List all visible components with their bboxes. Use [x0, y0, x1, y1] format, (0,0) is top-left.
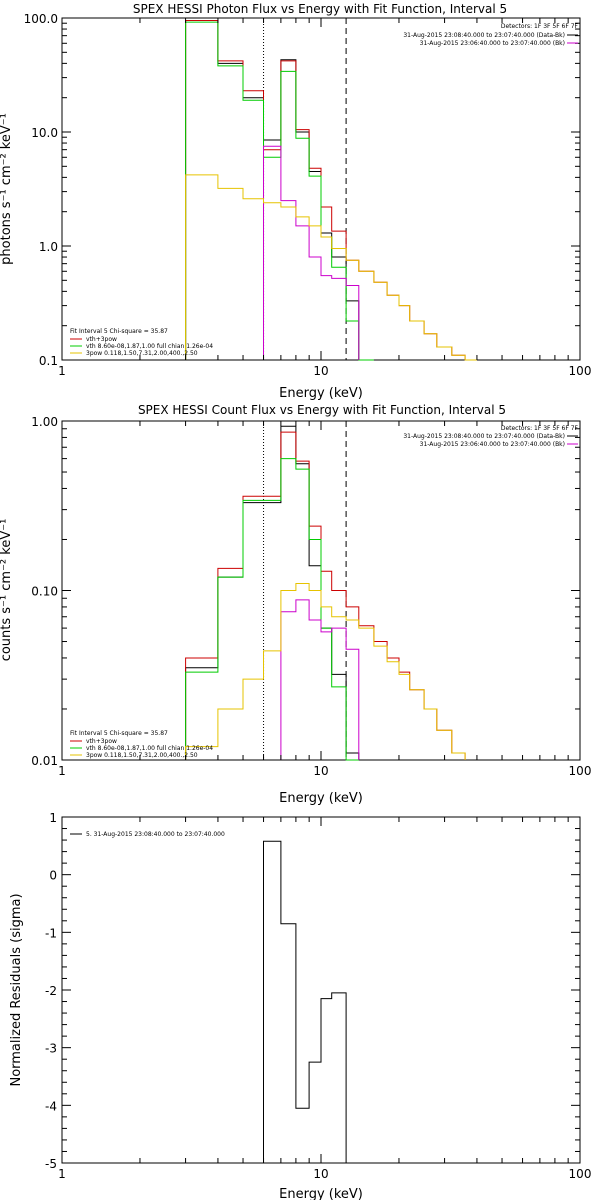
photon-flux-series-vth-3pow-line: [185, 20, 477, 361]
count-flux-series: [185, 421, 466, 761]
photon-flux-axes: 1 10 100 0.1 1.0 10.0 100.0: [24, 12, 592, 378]
residuals-series: [263, 840, 347, 1163]
residuals-series-5-31-aug-2015-23-08-40-0-line: [263, 840, 347, 1163]
count-flux-series-thermal-component: [280, 599, 360, 760]
photon-flux-series: [185, 18, 477, 361]
count-flux-fit-info: Fit Interval 5 Chi-square = 35.87: [70, 730, 168, 737]
count-flux-series-data: [185, 425, 360, 760]
count-flux-series-vth-3pow-line: [185, 431, 466, 760]
residuals-y-tick-label: 0: [49, 869, 57, 883]
photon-flux-time-range-data: 31-Aug-2015 23:08:40.000 to 23:07:40.000…: [403, 32, 565, 39]
photon-flux-series-3pow-0-118-1-50-7-31-2-0-line: [185, 174, 477, 361]
photon-flux-y-tick-label: 10.0: [31, 126, 58, 140]
count-flux-y-tick-label: 0.01: [31, 754, 58, 768]
residuals-x-tick-label: 1: [58, 1167, 66, 1181]
count-flux-x-tick-label: 1: [58, 764, 66, 778]
count-flux-series-vth-8-60e-08-1-87-1-00-f: [185, 458, 359, 761]
photon-flux-detectors: Detectors: 1F 3F 5F 6F 7F: [501, 23, 579, 30]
photon-flux-time-range-bk: 31-Aug-2015 23:06:40.000 to 23:07:40.000…: [420, 40, 565, 47]
residuals-y-tick-label: -2: [45, 984, 57, 998]
photon-flux-x-label: Energy (keV): [279, 386, 363, 401]
count-flux-panel: SPEX HESSI Count Flux vs Energy with Fit…: [0, 403, 591, 806]
count-flux-legend-vth: vth 8.60e-08,1.87,1.00 full chian 1.26e-…: [86, 745, 213, 752]
residuals-x-label: Energy (keV): [279, 1187, 363, 1200]
residuals-panel: 1 10 100 -5 -4 -3 -2 -1 0 1 Energy (keV) Normaliz…: [9, 811, 591, 1200]
residuals-x-tick-label: 100: [569, 1167, 592, 1181]
photon-flux-x-tick-label: 1: [58, 364, 66, 378]
count-flux-series-data-line: [185, 425, 360, 760]
photon-flux-title: SPEX HESSI Photon Flux vs Energy with Fi…: [133, 2, 507, 16]
count-flux-series-3pow-0-118-1-50-7-31-2-0-line: [185, 583, 466, 760]
residuals-y-tick-label: -4: [45, 1099, 57, 1113]
residuals-y-tick-label: 1: [49, 811, 57, 825]
residuals-x-tick-label: 10: [313, 1167, 328, 1181]
photon-flux-legend-total: vth+3pow: [86, 336, 117, 343]
photon-flux-legend-vth: vth 8.60e-08,1.87,1.00 full chian 1.26e-…: [86, 343, 213, 350]
residuals-y-label: Normalized Residuals (sigma): [9, 893, 24, 1086]
photon-flux-series-vth-3pow: [185, 20, 477, 361]
count-flux-y-label: counts s⁻¹ cm⁻² keV⁻¹: [0, 519, 14, 662]
residuals-y-tick-label: -3: [45, 1042, 57, 1056]
count-flux-x-tick-label: 10: [313, 764, 328, 778]
residuals-y-tick-label: -5: [45, 1157, 57, 1171]
photon-flux-series-thermal-component: [263, 145, 360, 360]
count-flux-legend-3pow: 3pow 0.118,1.50,7.31,2.00,400.,2.50: [86, 752, 198, 759]
photon-flux-panel: SPEX HESSI Photon Flux vs Energy with Fi…: [0, 2, 591, 401]
count-flux-title: SPEX HESSI Count Flux vs Energy with Fit…: [138, 403, 506, 417]
count-flux-x-tick-label: 100: [569, 764, 592, 778]
count-flux-y-tick-label: 1.00: [31, 415, 58, 429]
count-flux-legend-total: vth+3pow: [86, 738, 117, 745]
residuals-y-tick-label: -1: [45, 926, 57, 940]
photon-flux-series-thermal-component-line: [263, 145, 360, 360]
photon-flux-legend-3pow: 3pow 0.118,1.50,7.31,2.00,400.,2.50: [86, 350, 198, 357]
photon-flux-x-tick-label: 10: [313, 364, 328, 378]
photon-flux-series-3pow-0-118-1-50-7-31-2-0: [185, 174, 477, 361]
residuals-series-5-31-aug-2015-23-08-40-0: [263, 840, 347, 1163]
count-flux-series-vth-3pow: [185, 431, 466, 760]
residuals-legend: 5. 31-Aug-2015 23:08:40.000 to 23:07:40.…: [86, 831, 225, 838]
residuals-axes: 1 10 100 -5 -4 -3 -2 -1 0 1: [45, 811, 591, 1181]
count-flux-series-3pow-0-118-1-50-7-31-2-0: [185, 583, 466, 760]
count-flux-x-label: Energy (keV): [279, 791, 363, 806]
photon-flux-fit-info: Fit Interval 5 Chi-square = 35.87: [70, 328, 168, 335]
photon-flux-y-label: photons s⁻¹ cm⁻² keV⁻¹: [0, 113, 14, 265]
count-flux-series-vth-8-60e-08-1-87-1-00-f-line: [185, 458, 359, 761]
count-flux-time-range-data: 31-Aug-2015 23:08:40.000 to 23:07:40.000…: [403, 433, 565, 440]
count-flux-detectors: Detectors: 1F 3F 5F 6F 7F: [501, 425, 579, 432]
photon-flux-y-tick-label: 100.0: [24, 12, 58, 26]
count-flux-axes: 1 10 100 0.01 0.10 1.00: [31, 415, 591, 778]
residuals-plot-frame: [61, 816, 581, 1164]
photon-flux-x-tick-label: 100: [569, 364, 592, 378]
count-flux-time-range-bk: 31-Aug-2015 23:06:40.000 to 23:07:40.000…: [420, 441, 565, 448]
count-flux-series-thermal-component-line: [280, 599, 360, 760]
count-flux-y-tick-label: 0.10: [31, 585, 58, 599]
photon-flux-y-tick-label: 0.1: [39, 354, 58, 368]
photon-flux-y-tick-label: 1.0: [39, 240, 58, 254]
